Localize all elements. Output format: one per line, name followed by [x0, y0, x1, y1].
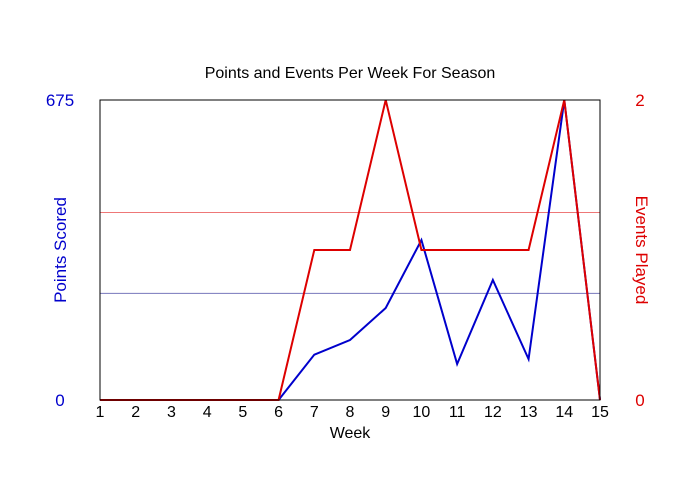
x-tick-label: 2 [131, 404, 140, 421]
x-tick-label: 5 [238, 404, 247, 421]
x-tick-label: 7 [310, 404, 319, 421]
x-axis-ticks: 1 2 3 4 5 6 7 8 9 10 11 12 13 14 15 [96, 404, 609, 421]
y-left-axis-ticks: 0 675 [46, 91, 74, 410]
x-tick-label: 11 [449, 404, 466, 421]
x-axis-label: Week [330, 425, 372, 442]
x-tick-label: 15 [591, 404, 609, 421]
x-tick-label: 12 [484, 404, 502, 421]
y-right-tick-label: 2 [635, 91, 644, 110]
y-left-tick-label: 675 [46, 91, 74, 110]
x-tick-label: 9 [381, 404, 390, 421]
x-tick-label: 10 [413, 404, 431, 421]
y-right-tick-label: 0 [635, 391, 644, 410]
y-right-axis-label: Events Played [632, 196, 651, 305]
y-left-tick-label: 0 [55, 391, 64, 410]
x-tick-label: 13 [520, 404, 538, 421]
x-tick-label: 14 [555, 404, 573, 421]
y-left-axis-label: Points Scored [51, 197, 70, 303]
reference-lines [100, 212, 600, 294]
x-tick-label: 3 [167, 404, 176, 421]
plot-area-frame [99, 99, 601, 401]
x-tick-label: 4 [203, 404, 212, 421]
series-lines [100, 99, 601, 401]
x-tick-label: 6 [274, 404, 283, 421]
series-line-events [100, 99, 601, 401]
y-right-axis-ticks: 02 [635, 91, 644, 410]
x-tick-label: 1 [96, 404, 105, 421]
x-tick-label: 8 [346, 404, 355, 421]
chart-title: Points and Events Per Week For Season [205, 65, 496, 82]
